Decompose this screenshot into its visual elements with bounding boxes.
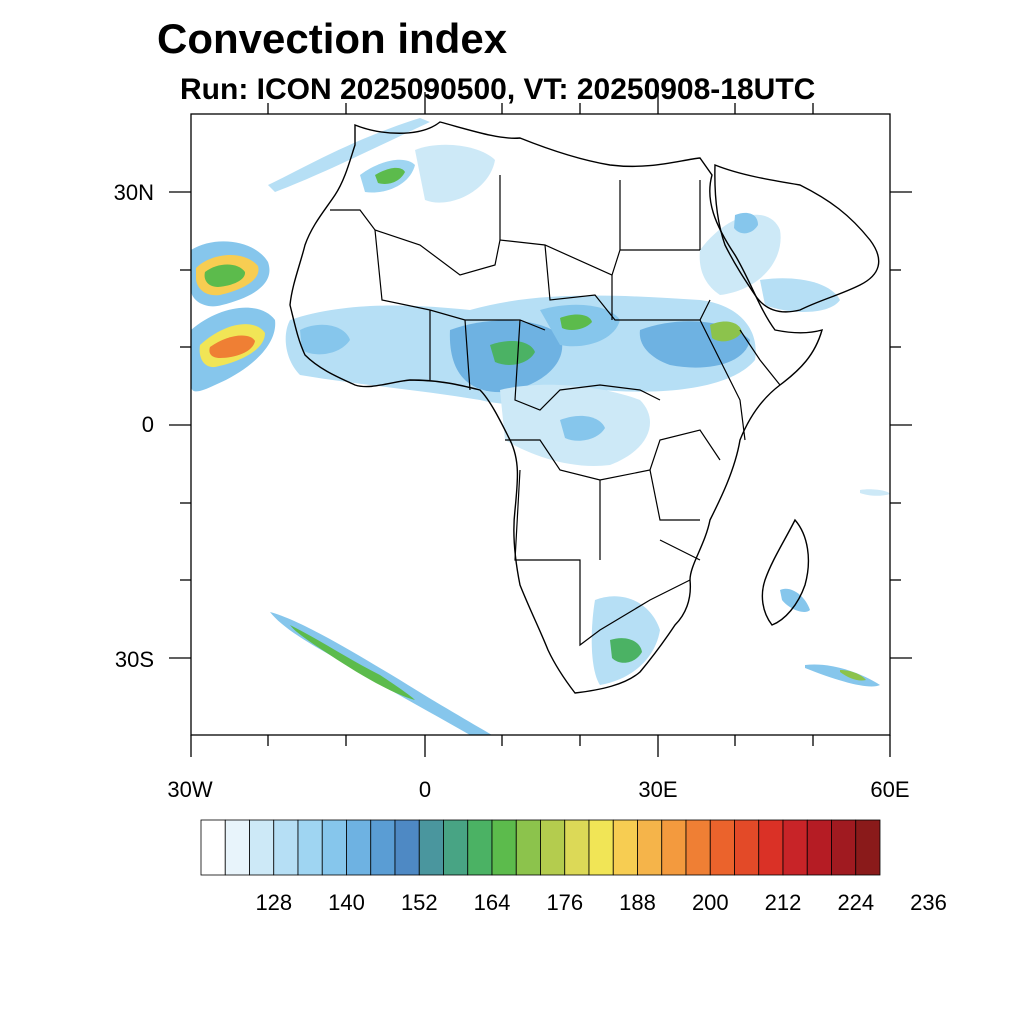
colorbar xyxy=(200,819,881,876)
colorbar-swatch xyxy=(249,819,275,876)
colorbar-tick-label: 164 xyxy=(473,890,511,915)
colorbar-swatch xyxy=(297,819,323,876)
lon-label-60e: 60E xyxy=(870,777,910,802)
colorbar-swatch xyxy=(394,819,420,876)
colorbar-tick-label: 236 xyxy=(910,890,947,915)
chart-subtitle: Run: ICON 2025090500, VT: 20250908-18UTC xyxy=(180,73,816,106)
lon-label-0: 0 xyxy=(418,777,432,802)
colorbar-swatch xyxy=(515,819,541,876)
chart-title: Convection index xyxy=(157,15,508,62)
colorbar-swatch xyxy=(806,819,832,876)
coastlines xyxy=(289,121,880,694)
colorbar-swatch xyxy=(224,819,250,876)
colorbar-swatch xyxy=(418,819,444,876)
colorbar-swatch xyxy=(346,819,372,876)
colorbar-swatch xyxy=(855,819,881,876)
colorbar-swatch xyxy=(200,819,226,876)
convection-field xyxy=(191,118,890,735)
country-borders xyxy=(330,175,781,647)
colorbar-swatch xyxy=(540,819,566,876)
colorbar-swatch xyxy=(661,819,687,876)
colorbar-swatch xyxy=(831,819,857,876)
colorbar-swatch xyxy=(734,819,760,876)
colorbar-swatch xyxy=(370,819,396,876)
colorbar-tick-label: 200 xyxy=(691,890,729,915)
colorbar-swatch xyxy=(467,819,493,876)
colorbar-tick-label: 188 xyxy=(619,890,656,915)
colorbar-swatch xyxy=(564,819,590,876)
colorbar-swatch xyxy=(685,819,711,876)
colorbar-swatch xyxy=(637,819,663,876)
colorbar-tick-label: 128 xyxy=(255,890,293,915)
colorbar-tick-label: 212 xyxy=(764,890,802,915)
lat-label-30n: 30N xyxy=(113,180,154,205)
colorbar-swatch xyxy=(321,819,347,876)
colorbar-swatch xyxy=(782,819,808,876)
colorbar-swatch xyxy=(273,819,299,876)
colorbar-swatch xyxy=(491,819,517,876)
colorbar-swatch xyxy=(709,819,735,876)
lat-label-0: 0 xyxy=(141,412,154,437)
colorbar-swatch xyxy=(588,819,614,876)
plot-frame xyxy=(169,92,912,757)
colorbar-tick-label: 152 xyxy=(400,890,438,915)
lat-label-30s: 30S xyxy=(114,647,154,672)
colorbar-swatch xyxy=(443,819,469,876)
colorbar-swatch xyxy=(758,819,784,876)
lon-label-30w: 30W xyxy=(167,777,213,802)
colorbar-tick-label: 224 xyxy=(837,890,875,915)
colorbar-tick-label: 176 xyxy=(546,890,584,915)
colorbar-tick-label: 140 xyxy=(328,890,365,915)
lon-label-30e: 30E xyxy=(638,777,678,802)
colorbar-swatch xyxy=(612,819,638,876)
